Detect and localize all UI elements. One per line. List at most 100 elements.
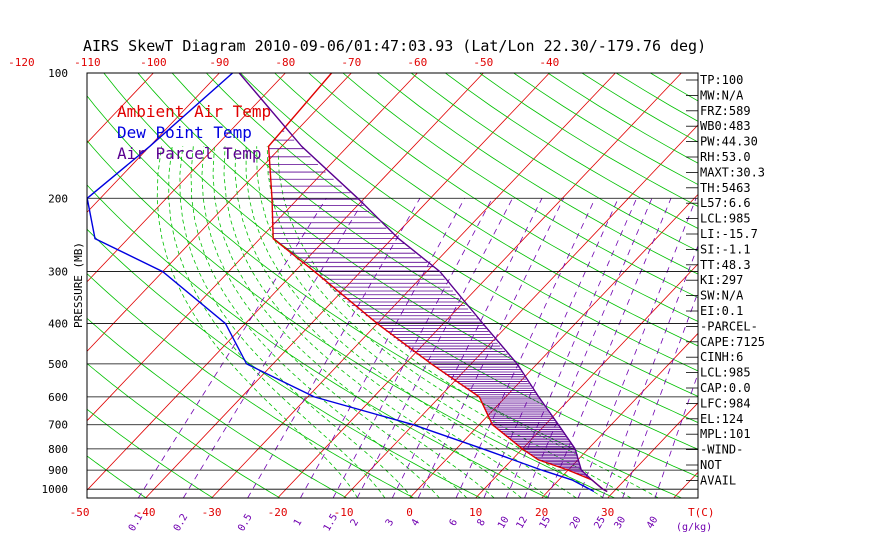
mixing-ratio-tick-label: 10 <box>496 515 512 531</box>
legend-entry: Air Parcel Temp <box>117 144 262 163</box>
isotherm-line <box>87 73 484 491</box>
bottom-temp-tick-label: -20 <box>268 506 288 519</box>
stats-label: L57:6.6 <box>700 196 751 210</box>
dry-adiabat-line <box>410 73 698 252</box>
dry-adiabat-line <box>445 73 698 229</box>
mixing-ratio-tick-label: 3 <box>384 517 397 528</box>
stats-label: LI:-15.7 <box>700 227 758 241</box>
stats-label: LCL:985 <box>700 212 751 226</box>
dry-adiabat-line <box>308 73 698 322</box>
top-temp-tick-label: -120 <box>8 56 35 69</box>
mixing-ratio-tick-label: 6 <box>448 517 461 528</box>
stats-label: TP:100 <box>700 73 743 87</box>
x-axis-label: T(C) <box>688 506 715 519</box>
stats-label: SI:-1.1 <box>700 242 751 256</box>
bottom-temp-tick-label: 30 <box>601 506 614 519</box>
bottom-temp-tick-label: -30 <box>202 506 222 519</box>
dry-adiabat-line <box>376 73 698 275</box>
stats-label: LFC:984 <box>700 396 751 410</box>
pressure-tick-label: 800 <box>48 443 68 456</box>
stats-label: WB0:483 <box>700 119 751 133</box>
dry-adiabat-line <box>87 95 682 498</box>
mixing-ratio-line <box>332 198 493 498</box>
pressure-tick-label: 900 <box>48 464 68 477</box>
stats-label: -WIND- <box>700 443 743 457</box>
mixing-ratio-tick-label: 30 <box>613 515 629 531</box>
mixing-ratio-tick-label: 8 <box>475 517 488 528</box>
mixing-ratio-line <box>417 198 564 498</box>
stats-label: PW:44.30 <box>700 135 758 149</box>
bottom-temp-tick-label: 20 <box>535 506 548 519</box>
isotherm-line <box>475 263 698 498</box>
stats-label: KI:297 <box>700 273 743 287</box>
mixing-ratio-line <box>137 198 327 498</box>
mixing-ratio-tick-label: 0.5 <box>236 512 255 533</box>
mixing-ratio-tick-label: 20 <box>568 515 584 531</box>
mixing-ratio-tick-label: 4 <box>410 517 423 528</box>
bottom-temp-tick-label: -40 <box>136 506 156 519</box>
pressure-tick-label: 200 <box>48 192 68 205</box>
mixing-ratio-line <box>356 198 513 498</box>
top-temp-tick-label: -80 <box>275 56 295 69</box>
mixing-ratio-line <box>577 198 697 498</box>
dry-adiabat-line <box>274 73 698 347</box>
dry-adiabat-line <box>87 273 415 498</box>
stats-label: -PARCEL- <box>700 319 758 333</box>
mixing-ratio-tick-label: 40 <box>645 515 661 531</box>
mixing-ratio-tick-label: 25 <box>592 515 608 531</box>
isotherm-line <box>277 73 682 498</box>
dry-adiabat-line <box>87 317 348 498</box>
dry-adiabat-line <box>87 140 615 498</box>
bottom-temp-tick-label: -50 <box>70 506 90 519</box>
dry-adiabat-line <box>171 73 698 423</box>
stats-label: NOT <box>700 458 722 472</box>
dry-adiabat-line <box>650 73 698 102</box>
bottom-temp-tick-label: 0 <box>406 506 413 519</box>
stats-label: FRZ:589 <box>700 104 751 118</box>
mixing-ratio-tick-label: 12 <box>515 515 531 531</box>
dry-adiabat-line <box>87 362 281 498</box>
mixing-ratio-tick-label: 2 <box>349 517 362 528</box>
stats-label: EL:124 <box>700 412 743 426</box>
stats-label: EI:0.1 <box>700 304 743 318</box>
pressure-tick-label: 600 <box>48 391 68 404</box>
mixing-ratio-tick-label: 0.2 <box>172 512 191 533</box>
stats-label: RH:53.0 <box>700 150 751 164</box>
pressure-tick-label: 100 <box>48 67 68 80</box>
pressure-tick-label: 500 <box>48 358 68 371</box>
isotherm-line <box>0 73 21 498</box>
stats-label: MAXT:30.3 <box>700 165 765 179</box>
mixing-ratio-line <box>602 244 698 498</box>
mixing-ratio-tick-label: 1 <box>292 517 305 528</box>
pressure-tick-label: 400 <box>48 318 68 331</box>
dry-adiabat-line <box>87 408 214 498</box>
stats-label: AVAIL <box>700 473 736 487</box>
mixing-ratio-line <box>182 198 366 498</box>
bottom-temp-tick-label: 10 <box>469 506 482 519</box>
mixing-ratio-line <box>391 198 543 498</box>
legend-entry: Dew Point Temp <box>117 123 252 142</box>
chart-title: AIRS SkewT Diagram 2010-09-06/01:47:03.9… <box>83 37 706 55</box>
dry-adiabat-line <box>87 455 147 498</box>
stats-label: CAP:0.0 <box>700 381 751 395</box>
mixing-ratio-line <box>622 291 698 498</box>
pressure-tick-label: 300 <box>48 266 68 279</box>
top-temp-tick-label: -60 <box>407 56 427 69</box>
isotherm-line <box>607 402 698 498</box>
dry-adiabat-line <box>137 73 698 450</box>
isotherm-line <box>145 73 550 498</box>
mixing-ratio-unit: (g/kg) <box>676 522 712 533</box>
stats-label: CAPE:7125 <box>700 335 765 349</box>
plot-frame <box>86 72 699 499</box>
stats-label: TH:5463 <box>700 181 751 195</box>
y-axis-label: PRESSURE (MB) <box>72 242 85 328</box>
pressure-tick-label: 1000 <box>42 483 69 496</box>
top-temp-tick-label: -110 <box>74 56 101 69</box>
pressure-tick-label: 700 <box>48 419 68 432</box>
isotherm-line <box>87 73 286 283</box>
dry-adiabat-line <box>240 73 698 372</box>
top-temp-tick-label: -100 <box>140 56 167 69</box>
dry-adiabat-line <box>87 184 548 498</box>
isotherm-line <box>87 73 352 352</box>
